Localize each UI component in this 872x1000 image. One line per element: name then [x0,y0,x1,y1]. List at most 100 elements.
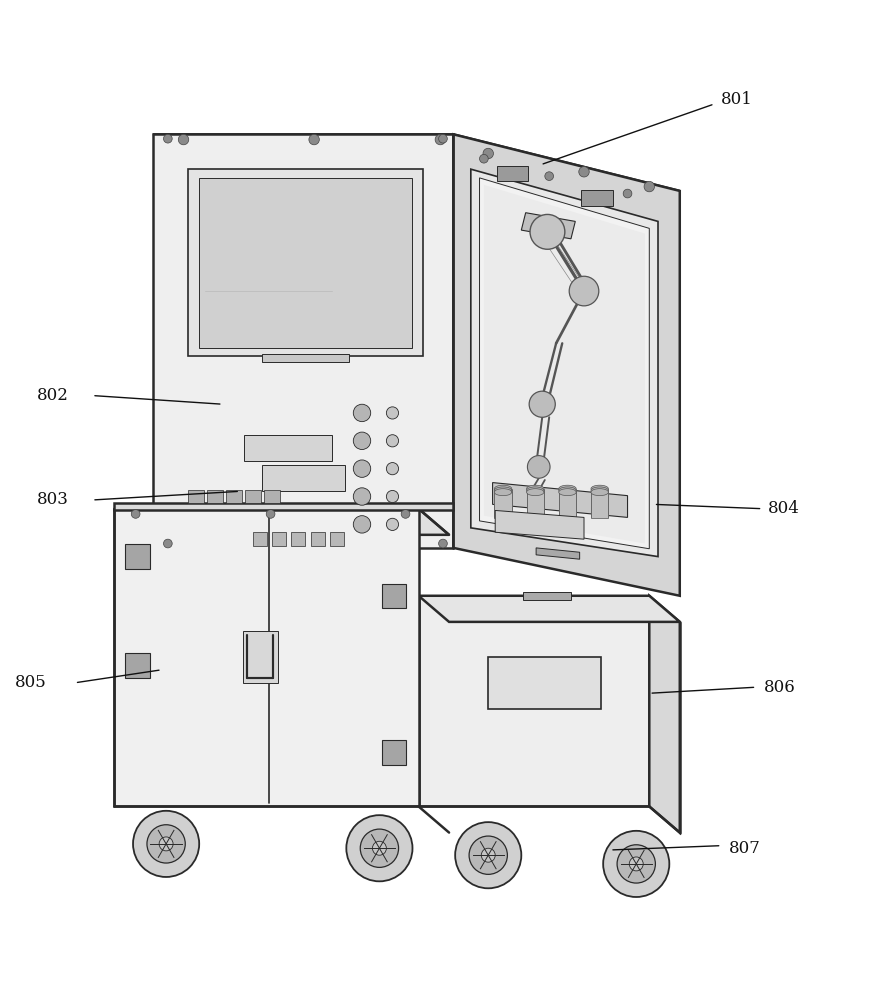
Ellipse shape [591,487,609,494]
Circle shape [372,841,386,855]
Polygon shape [199,178,412,348]
Polygon shape [523,592,571,600]
Circle shape [603,831,670,897]
Bar [126,544,150,569]
Polygon shape [114,509,419,806]
Circle shape [353,516,371,533]
Polygon shape [114,509,449,535]
Bar [272,532,286,546]
Polygon shape [484,185,645,544]
Circle shape [163,539,172,548]
Bar [591,492,609,518]
Bar [591,490,609,517]
Polygon shape [536,548,580,559]
Circle shape [147,825,185,863]
Circle shape [439,134,447,143]
Circle shape [435,134,446,145]
Text: 807: 807 [729,840,761,857]
Bar [494,490,512,517]
Text: 806: 806 [764,679,796,696]
Polygon shape [262,465,344,491]
Bar [187,490,203,503]
Circle shape [439,539,447,548]
Bar [126,653,150,678]
Circle shape [617,845,656,883]
Polygon shape [488,657,602,709]
Circle shape [163,134,172,143]
Polygon shape [187,169,423,356]
Circle shape [386,518,399,530]
Bar [382,584,406,608]
Bar [291,532,305,546]
Bar [559,489,576,515]
Polygon shape [244,435,331,461]
Circle shape [133,811,199,877]
Polygon shape [153,134,453,548]
Circle shape [386,435,399,447]
Text: 804: 804 [768,500,800,517]
Ellipse shape [494,487,512,494]
Circle shape [353,404,371,422]
Bar [497,166,528,181]
Polygon shape [419,596,650,806]
Text: 802: 802 [37,387,69,404]
Polygon shape [262,354,349,362]
Circle shape [353,432,371,450]
Bar [559,492,576,518]
Circle shape [469,836,508,874]
Ellipse shape [494,489,512,496]
Bar [253,532,267,546]
Circle shape [481,848,495,862]
Ellipse shape [559,487,576,494]
Circle shape [160,837,173,851]
Circle shape [309,134,319,145]
Polygon shape [471,169,658,557]
Circle shape [386,463,399,475]
Bar [591,489,609,515]
Circle shape [455,822,521,888]
Circle shape [644,181,655,192]
Bar [527,489,544,515]
Bar [582,190,613,206]
Polygon shape [114,503,453,510]
Bar [245,490,261,503]
Circle shape [346,815,412,881]
Ellipse shape [494,485,512,492]
Bar [382,740,406,765]
Bar [527,492,544,518]
Circle shape [545,172,554,180]
Polygon shape [493,483,628,517]
Ellipse shape [591,485,609,492]
Polygon shape [153,134,680,191]
Ellipse shape [591,489,609,496]
Bar [330,532,344,546]
Circle shape [401,510,410,518]
Circle shape [569,276,599,306]
Bar [264,490,280,503]
Bar [494,489,512,515]
Circle shape [630,857,644,871]
Bar [226,490,242,503]
Circle shape [360,829,399,867]
Circle shape [386,407,399,419]
Bar [310,532,324,546]
Circle shape [579,167,589,177]
Circle shape [132,510,140,518]
Circle shape [386,490,399,503]
Polygon shape [242,631,277,683]
Polygon shape [521,213,576,239]
Ellipse shape [527,487,544,494]
Ellipse shape [527,485,544,492]
Bar [494,492,512,518]
Polygon shape [650,596,680,833]
Circle shape [178,134,188,145]
Circle shape [483,148,494,159]
Circle shape [529,391,555,417]
Polygon shape [453,134,680,596]
Polygon shape [495,510,584,539]
Text: 805: 805 [16,674,47,691]
Bar [207,490,222,503]
Text: 803: 803 [37,491,69,508]
Circle shape [266,510,275,518]
Polygon shape [480,178,650,549]
